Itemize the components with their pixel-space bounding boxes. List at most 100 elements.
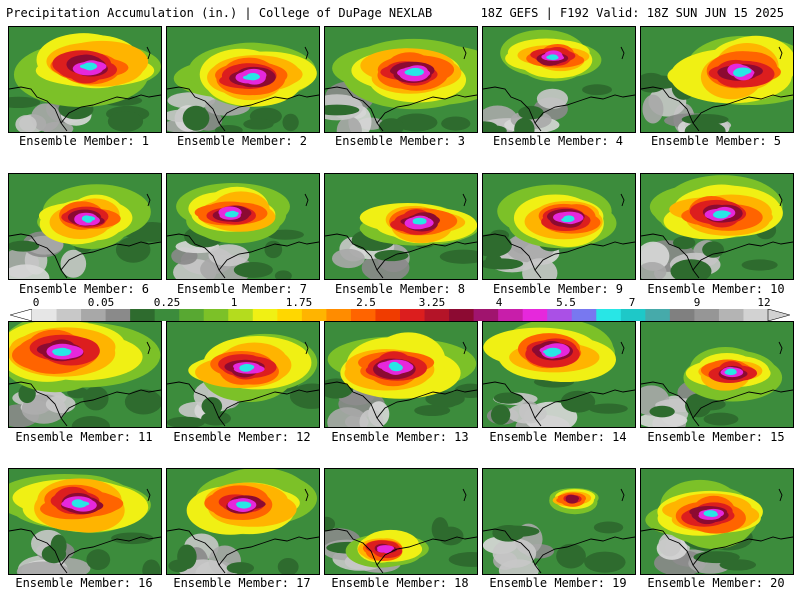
scale-tick-label: 0.25 [153,296,181,309]
ensemble-map-panel-2 [166,26,320,133]
scale-swatch [669,309,695,321]
ensemble-map-panel-6 [8,173,162,280]
scale-tick-label: 9 [693,296,701,309]
ensemble-member-label-10: Ensemble Member: 10 [647,282,785,296]
precip-map-2 [167,27,319,132]
scale-swatch [56,309,82,321]
ensemble-map-panel-16 [8,468,162,575]
ensemble-map-panel-12 [166,321,320,428]
scale-tick-label: 4 [495,296,503,309]
scale-swatch [498,309,524,321]
ensemble-map-panel-20 [640,468,794,575]
ensemble-map-panel-11 [8,321,162,428]
precip-map-12 [167,322,319,427]
precip-map-8 [325,174,477,279]
ensemble-map-panel-14 [482,321,636,428]
ensemble-map-panel-8 [324,173,478,280]
scale-swatch [252,309,278,321]
scale-swatch [277,309,303,321]
scale-swatch [645,309,671,321]
ensemble-member-label-20: Ensemble Member: 20 [647,576,785,590]
ensemble-map-panel-10 [640,173,794,280]
precip-map-16 [9,469,161,574]
scale-swatch [81,309,106,321]
scale-tick-label: 1 [230,296,238,309]
valid-time: 18Z GEFS | F192 Valid: 18Z SUN JUN 15 20… [480,6,784,20]
scale-swatch [179,309,205,321]
ensemble-member-label-19: Ensemble Member: 19 [489,576,627,590]
ensemble-member-label-8: Ensemble Member: 8 [334,282,466,296]
precip-map-19 [483,469,635,574]
ensemble-map-panel-3 [324,26,478,133]
ensemble-member-label-16: Ensemble Member: 16 [15,576,153,590]
ensemble-member-label-17: Ensemble Member: 17 [173,576,311,590]
precip-map-11 [9,322,161,427]
ensemble-member-label-5: Ensemble Member: 5 [650,134,782,148]
precip-map-17 [167,469,319,574]
ensemble-member-label-15: Ensemble Member: 15 [647,430,785,444]
scale-swatch [596,309,622,321]
scale-tick-label: 0.05 [87,296,115,309]
ensemble-map-panel-18 [324,468,478,575]
scale-max-arrow [767,309,790,321]
ensemble-member-label-1: Ensemble Member: 1 [18,134,150,148]
scale-swatch [718,309,744,321]
ensemble-map-panel-1 [8,26,162,133]
scale-swatch [694,309,720,321]
precip-map-7 [167,174,319,279]
ensemble-map-panel-13 [324,321,478,428]
ensemble-member-label-7: Ensemble Member: 7 [176,282,308,296]
scale-swatch [32,309,57,321]
ensemble-map-panel-15 [640,321,794,428]
precip-map-1 [9,27,161,132]
scale-swatch [743,309,769,321]
scale-swatch [105,309,131,321]
precip-map-6 [9,174,161,279]
scale-tick-label: 5.5 [556,296,576,309]
ensemble-map-panel-4 [482,26,636,133]
ensemble-member-label-9: Ensemble Member: 9 [492,282,624,296]
scale-tick-label: 3.25 [418,296,446,309]
scale-swatch [400,309,425,321]
color-scale-graphic [10,309,790,321]
precip-map-13 [325,322,477,427]
ensemble-map-panel-19 [482,468,636,575]
scale-min-arrow [10,309,33,321]
precip-map-9 [483,174,635,279]
scale-swatch [154,309,180,321]
scale-swatch [449,309,474,321]
scale-swatch [620,309,646,321]
precip-map-15 [641,322,793,427]
scale-swatch [203,309,229,321]
ensemble-member-label-18: Ensemble Member: 18 [331,576,469,590]
precip-map-14 [483,322,635,427]
scale-swatch [547,309,573,321]
precip-map-10 [641,174,793,279]
ensemble-map-panel-9 [482,173,636,280]
ensemble-member-label-6: Ensemble Member: 6 [18,282,150,296]
ensemble-member-label-12: Ensemble Member: 12 [173,430,311,444]
ensemble-map-panel-7 [166,173,320,280]
ensemble-map-panel-5 [640,26,794,133]
scale-swatch [228,309,254,321]
scale-swatch [350,309,376,321]
scale-tick-label: 2.5 [356,296,376,309]
scale-tick-label: 12 [757,296,771,309]
scale-tick-label: 1.75 [285,296,313,309]
ensemble-member-label-14: Ensemble Member: 14 [489,430,627,444]
scale-tick-label: 7 [628,296,636,309]
ensemble-member-label-4: Ensemble Member: 4 [492,134,624,148]
precip-map-3 [325,27,477,132]
ensemble-member-label-3: Ensemble Member: 3 [334,134,466,148]
precip-map-18 [325,469,477,574]
scale-swatch [571,309,597,321]
ensemble-member-label-11: Ensemble Member: 11 [15,430,153,444]
scale-swatch [424,309,450,321]
precip-map-4 [483,27,635,132]
ensemble-member-label-13: Ensemble Member: 13 [331,430,469,444]
scale-swatch [473,309,499,321]
precip-map-5 [641,27,793,132]
scale-swatch [375,309,401,321]
scale-swatch [326,309,352,321]
color-scale-bar [10,309,790,321]
